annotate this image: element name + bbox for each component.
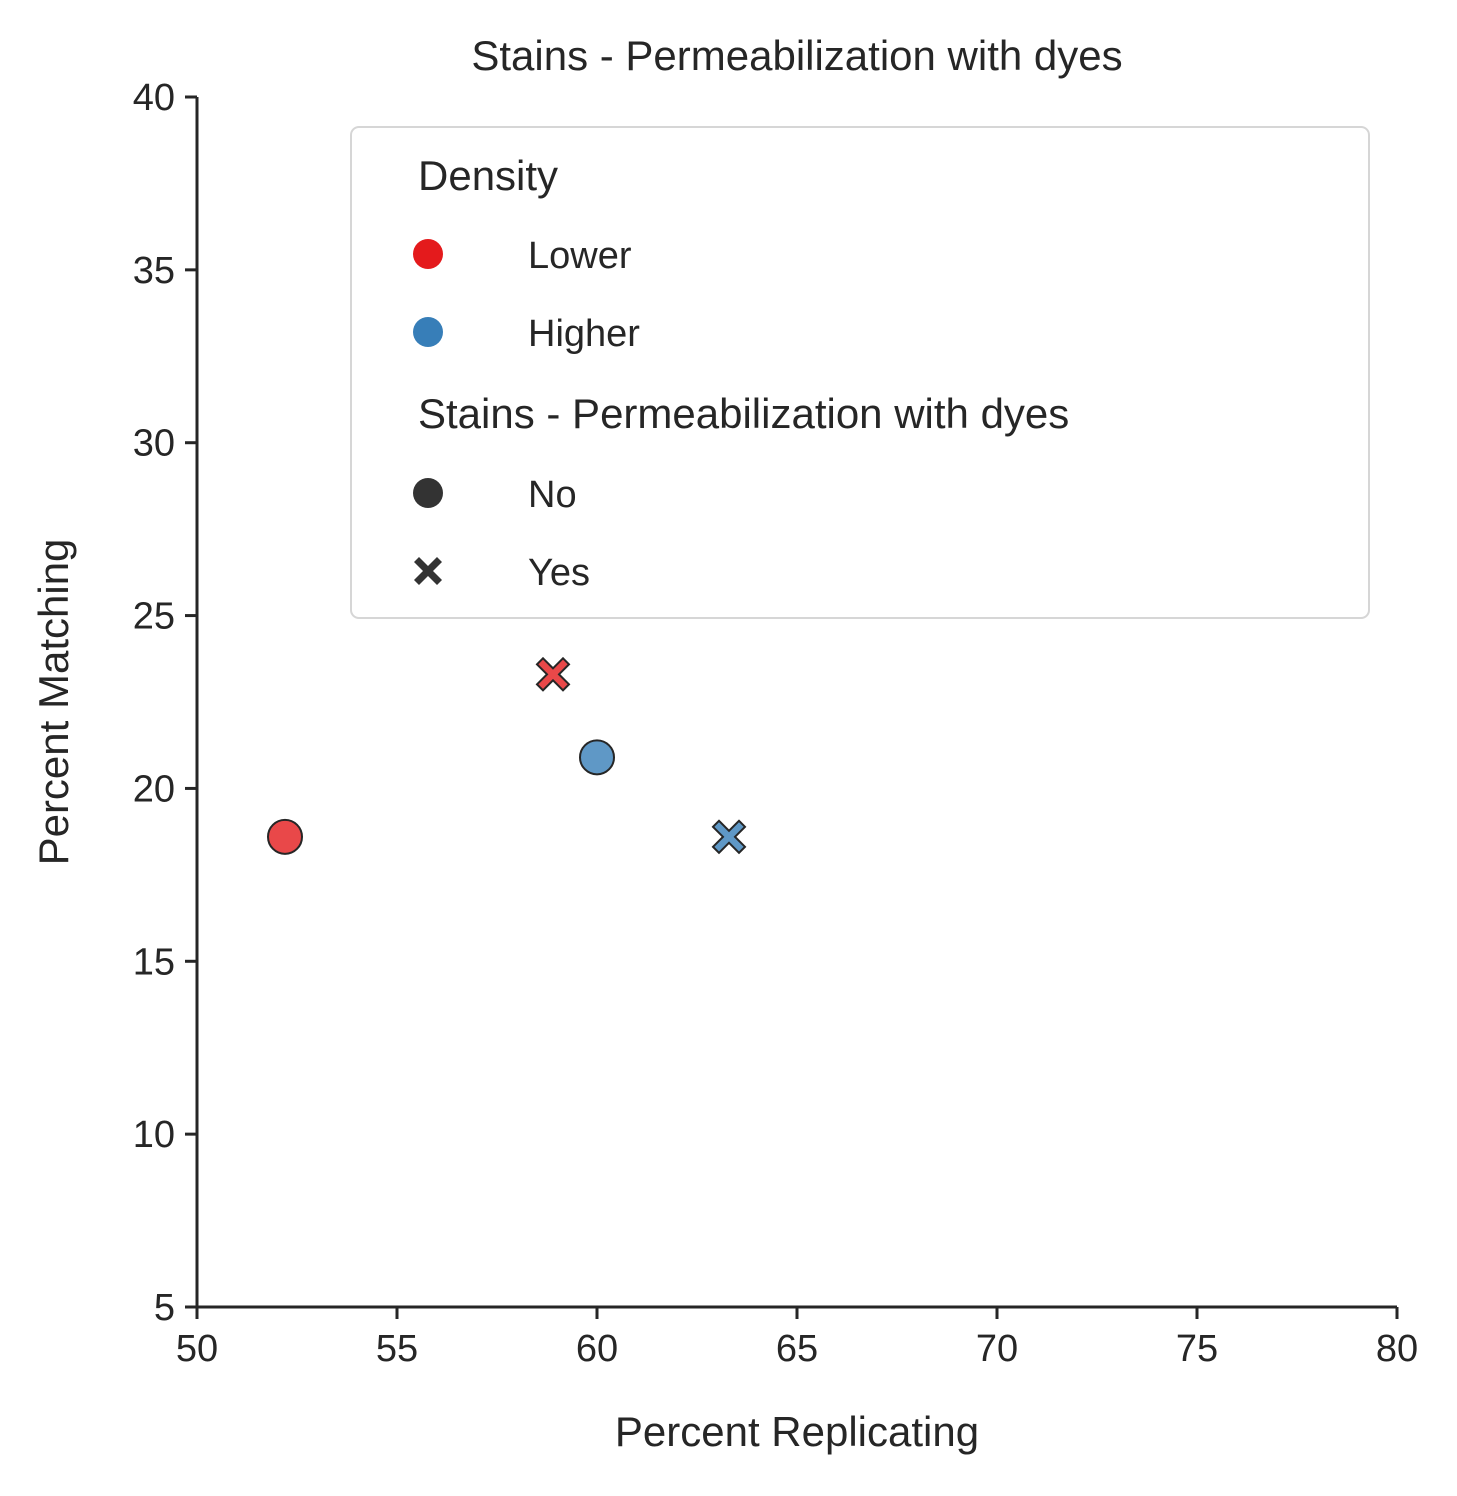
x-tick-label: 80	[1376, 1328, 1418, 1370]
point-lower-yes	[535, 656, 571, 692]
legend-no-marker	[413, 478, 443, 508]
legend-no-label: No	[528, 474, 577, 516]
x-tick-label: 75	[1176, 1328, 1218, 1370]
legend-hue-title: Density	[418, 152, 558, 199]
legend-frame	[350, 126, 1370, 619]
y-tick-label: 5	[154, 1287, 175, 1329]
chart-title: Stains - Permeabilization with dyes	[471, 32, 1122, 79]
point-higher-no	[579, 739, 615, 776]
legend-lower-label: Lower	[528, 235, 632, 277]
y-tick-label: 25	[133, 596, 175, 638]
y-axis-title: Percent Matching	[30, 539, 77, 866]
legend-yes-marker	[414, 557, 442, 585]
y-tick-label: 10	[133, 1114, 175, 1156]
legend-higher-marker	[413, 317, 443, 347]
data-points	[267, 656, 747, 855]
x-axis-title: Percent Replicating	[615, 1408, 979, 1455]
y-tick-label: 40	[133, 77, 175, 119]
point-higher-yes	[711, 819, 747, 855]
y-tick-label: 30	[133, 423, 175, 465]
legend-higher-label: Higher	[528, 313, 640, 355]
legend: Density Lower Higher Stains - Permeabili…	[350, 126, 1370, 619]
y-tick-label: 15	[133, 941, 175, 983]
legend-style-title: Stains - Permeabilization with dyes	[418, 390, 1069, 437]
x-ticks: 50 55 60 65 70 75 80	[176, 1307, 1418, 1370]
x-tick-label: 60	[576, 1328, 618, 1370]
y-tick-label: 35	[133, 250, 175, 292]
legend-lower-marker	[413, 239, 443, 269]
y-ticks: 5 10 15 20 25 30 35 40	[133, 77, 197, 1329]
point-lower-no	[267, 818, 303, 855]
y-tick-label: 20	[133, 768, 175, 810]
axes: 50 55 60 65 70 75 80 5 10 15 20 25 30 35 40	[133, 77, 1418, 1370]
x-tick-label: 50	[176, 1328, 218, 1370]
x-tick-label: 55	[376, 1328, 418, 1370]
x-tick-label: 65	[776, 1328, 818, 1370]
legend-yes-label: Yes	[528, 552, 590, 594]
x-tick-label: 70	[976, 1328, 1018, 1370]
